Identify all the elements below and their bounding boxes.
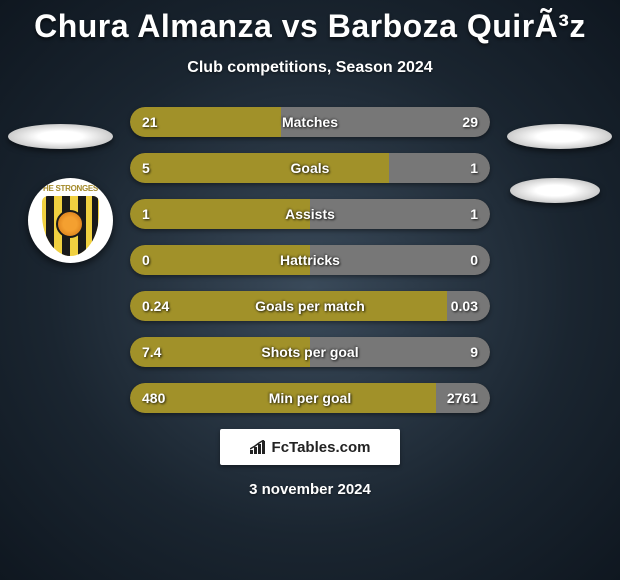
stat-row: 00Hattricks: [130, 245, 490, 275]
stat-row: 4802761Min per goal: [130, 383, 490, 413]
stat-row: 0.240.03Goals per match: [130, 291, 490, 321]
brand-badge: FcTables.com: [220, 429, 400, 465]
player-right-flag-placeholder: [507, 124, 612, 149]
subtitle: Club competitions, Season 2024: [0, 59, 620, 77]
stat-row: 11Assists: [130, 199, 490, 229]
stat-metric-label: Goals per match: [130, 298, 490, 314]
crest-text: HE STRONGES: [28, 184, 113, 193]
stat-metric-label: Matches: [130, 114, 490, 130]
stat-row: 7.49Shots per goal: [130, 337, 490, 367]
crest-shield-icon: [42, 196, 99, 256]
page-title: Chura Almanza vs Barboza QuirÃ³z: [0, 0, 620, 45]
stat-metric-label: Min per goal: [130, 390, 490, 406]
stat-row: 2129Matches: [130, 107, 490, 137]
player-left-flag-placeholder: [8, 124, 113, 149]
date-text: 3 november 2024: [0, 481, 620, 498]
stat-metric-label: Goals: [130, 160, 490, 176]
player-left-club-crest: HE STRONGES: [28, 178, 113, 263]
bar-chart-icon: [250, 440, 268, 454]
tiger-icon: [56, 210, 84, 238]
stat-metric-label: Shots per goal: [130, 344, 490, 360]
player-right-club-placeholder: [510, 178, 600, 203]
stats-container: 2129Matches 51Goals 11Assists 00Hattricks 0.…: [130, 107, 490, 413]
stat-row: 51Goals: [130, 153, 490, 183]
stat-metric-label: Assists: [130, 206, 490, 222]
stat-metric-label: Hattricks: [130, 252, 490, 268]
brand-text: FcTables.com: [272, 439, 371, 456]
